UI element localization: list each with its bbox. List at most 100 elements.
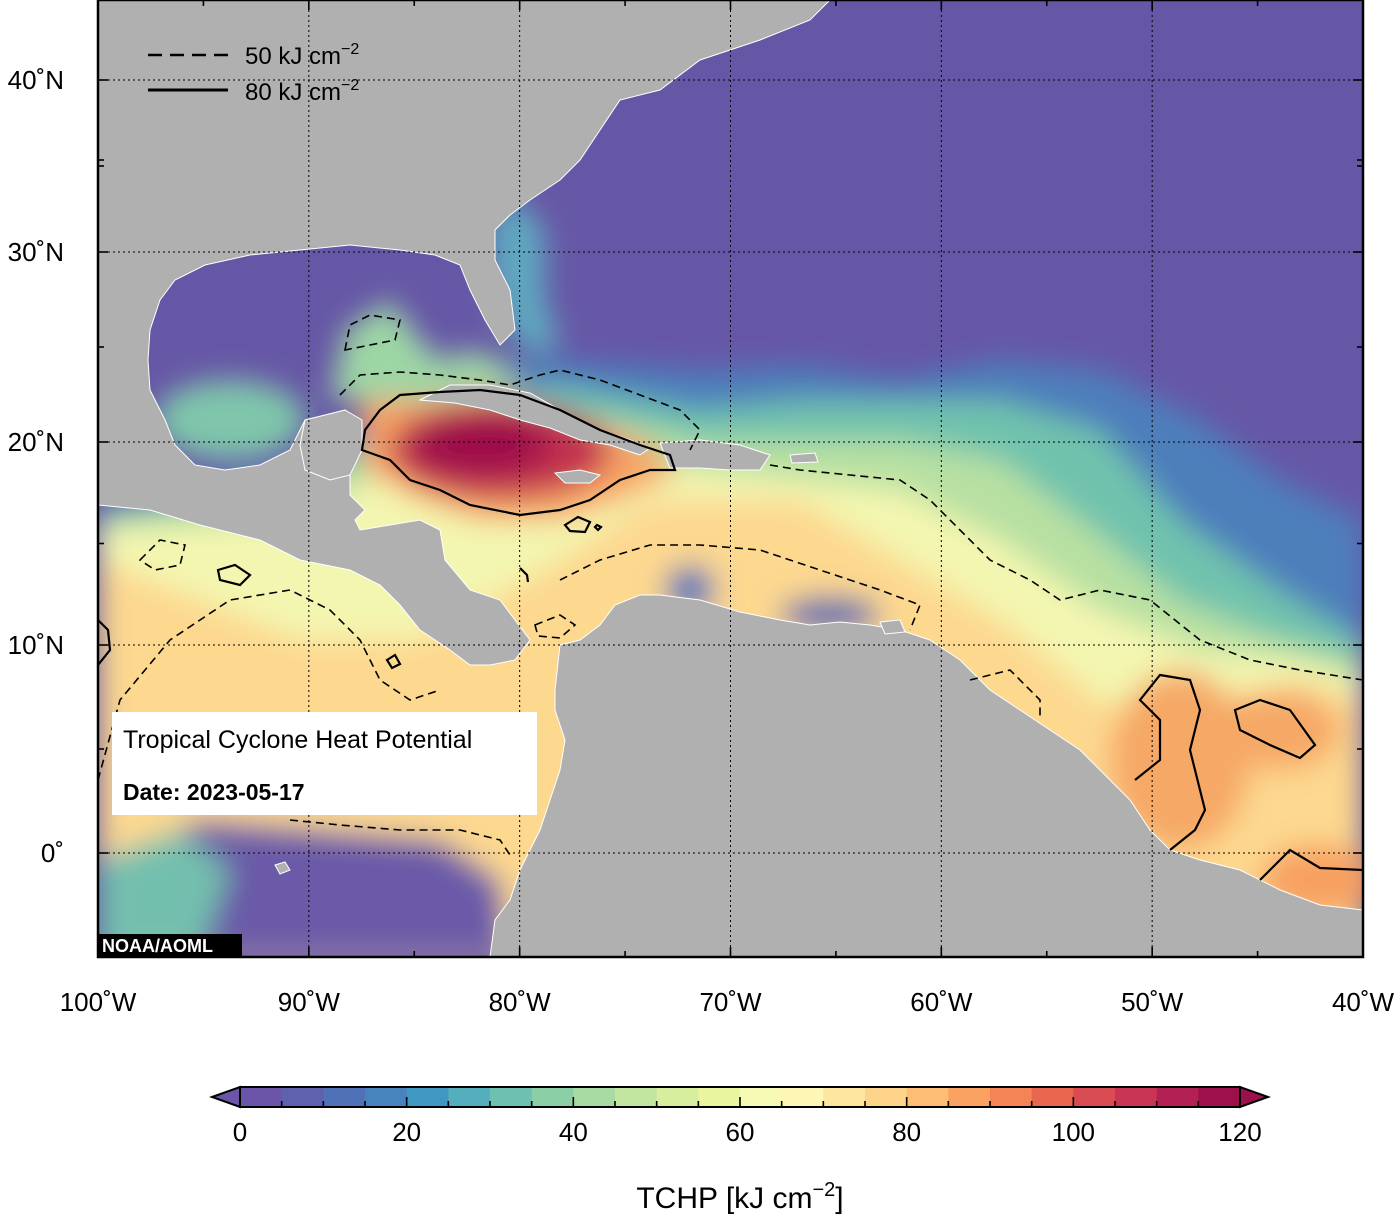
colorbar-segment — [1198, 1087, 1241, 1107]
colorbar-under-arrow — [209, 1085, 241, 1109]
colorbar: 0 20 40 60 80 100 120 TCHP [kJ cm−2] — [209, 1085, 1271, 1215]
lon-tick-label: 70˚W — [699, 987, 762, 1017]
colorbar-tick-label: 60 — [726, 1117, 755, 1147]
colorbar-segment — [1115, 1087, 1158, 1107]
contour-50-equator — [289, 819, 511, 856]
contour-80-small-4 — [519, 567, 530, 583]
graticule — [98, 0, 1363, 957]
contours-80 — [98, 388, 1363, 881]
contour-legend: 50 kJ cm−2 80 kJ cm−2 — [148, 41, 359, 106]
colorbar-segment — [573, 1087, 616, 1107]
contour-80-small-2 — [216, 563, 252, 587]
contour-50-pacific — [98, 589, 441, 781]
lon-tick-label: 40˚W — [1332, 987, 1395, 1017]
lat-tick-label: 40˚N — [8, 65, 64, 95]
lat-tick-label: 20˚N — [8, 427, 64, 457]
credit-background — [98, 934, 242, 957]
colorbar-title: TCHP [kJ cm−2] — [636, 1179, 843, 1215]
colorbar-segment — [281, 1087, 324, 1107]
colorbar-segment — [1073, 1087, 1116, 1107]
contour-80-east-2 — [1233, 698, 1317, 760]
lat-tick-label: 0˚ — [41, 838, 64, 868]
colorbar-segment — [656, 1087, 699, 1107]
contour-80-small-1 — [563, 515, 592, 534]
lon-tick-label: 80˚W — [489, 987, 552, 1017]
colorbar-title-text: TCHP [kJ cm — [636, 1182, 812, 1215]
colorbar-segment — [490, 1087, 533, 1107]
colorbar-tick-label: 80 — [892, 1117, 921, 1147]
contour-80-caribbean — [360, 388, 677, 517]
colorbar-segment — [406, 1087, 449, 1107]
contour-80-pacific-edge — [98, 619, 112, 666]
contour-50-loop — [343, 314, 401, 352]
contours-50 — [98, 314, 1363, 856]
contour-80-small-3 — [385, 653, 402, 670]
contour-50-east — [969, 669, 1041, 720]
colorbar-segment — [990, 1087, 1033, 1107]
legend-dashed-text: 50 kJ cm — [245, 43, 341, 70]
colorbar-tick-label: 20 — [392, 1117, 421, 1147]
info-box: Tropical Cyclone Heat Potential Date: 20… — [112, 712, 537, 815]
land-yucatan — [299, 409, 363, 481]
land-north-america — [98, 0, 831, 666]
legend-dashed-exponent: −2 — [341, 41, 359, 58]
contour-50-caribbean-north — [339, 369, 701, 451]
legend-solid-label: 80 kJ cm−2 — [245, 77, 359, 106]
colorbar-over-arrow — [1239, 1085, 1271, 1109]
colorbar-segment — [906, 1087, 949, 1107]
colorbar-segment — [615, 1087, 658, 1107]
info-box-background — [112, 712, 537, 815]
colorbar-segment — [865, 1087, 908, 1107]
colorbar-segment — [823, 1087, 866, 1107]
land-trinidad — [879, 619, 906, 635]
lon-tick-label: 50˚W — [1121, 987, 1184, 1017]
lat-tick-label: 10˚N — [8, 630, 64, 660]
land-galapagos — [274, 861, 291, 875]
land-mask — [98, 0, 1363, 957]
colorbar-segment — [1156, 1087, 1199, 1107]
lat-tick-label: 30˚N — [8, 237, 64, 267]
map-panel — [98, 0, 1363, 957]
credit-text: NOAA/AOML — [102, 936, 213, 956]
colorbar-tick-label: 100 — [1052, 1117, 1095, 1147]
colorbar-segments — [240, 1087, 1241, 1107]
legend-dashed-label: 50 kJ cm−2 — [245, 41, 359, 70]
colorbar-tick-label: 0 — [233, 1117, 247, 1147]
contour-50-small — [534, 614, 577, 639]
land-jamaica — [553, 469, 602, 484]
axis-ticks — [97, 0, 1364, 957]
colorbar-segment — [323, 1087, 366, 1107]
land-cuba — [418, 384, 652, 456]
credit-badge: NOAA/AOML — [98, 934, 242, 957]
tchp-pacific-teal — [98, 830, 230, 957]
lat-labels: 40˚N 30˚N 20˚N 10˚N 0˚ — [8, 65, 64, 868]
lon-labels: 100˚W 90˚W 80˚W 70˚W 60˚W 50˚W 40˚W — [60, 987, 1395, 1017]
tchp-east-warm-1 — [1110, 670, 1250, 850]
contour-80-east-1 — [1134, 673, 1207, 851]
contour-80-loop-small — [593, 523, 603, 532]
colorbar-segment — [531, 1087, 574, 1107]
info-box-date: Date: 2023-05-17 — [123, 779, 305, 805]
colorbar-segment — [948, 1087, 991, 1107]
colorbar-segment — [698, 1087, 741, 1107]
colorbar-tick-label: 120 — [1218, 1117, 1261, 1147]
lon-tick-label: 100˚W — [60, 987, 137, 1017]
legend-solid-text: 80 kJ cm — [245, 79, 341, 106]
colorbar-title-close: ] — [835, 1182, 843, 1215]
colorbar-segment — [740, 1087, 783, 1107]
legend-solid-exponent: −2 — [341, 77, 359, 94]
colorbar-title-exponent: −2 — [812, 1179, 835, 1201]
land-south-america — [489, 594, 1363, 957]
tchp-caribbean-core — [410, 415, 550, 475]
contour-80-east-3 — [1259, 848, 1363, 881]
colorbar-segment — [1031, 1087, 1074, 1107]
colorbar-segment — [781, 1087, 824, 1107]
colorbar-ticks — [239, 1097, 1241, 1107]
tchp-loop-current — [330, 300, 520, 400]
lon-tick-label: 60˚W — [910, 987, 973, 1017]
colorbar-segment — [448, 1087, 491, 1107]
contour-50-caribbean-south — [769, 464, 1363, 681]
colorbar-segment — [240, 1087, 283, 1107]
lon-tick-label: 90˚W — [278, 987, 341, 1017]
